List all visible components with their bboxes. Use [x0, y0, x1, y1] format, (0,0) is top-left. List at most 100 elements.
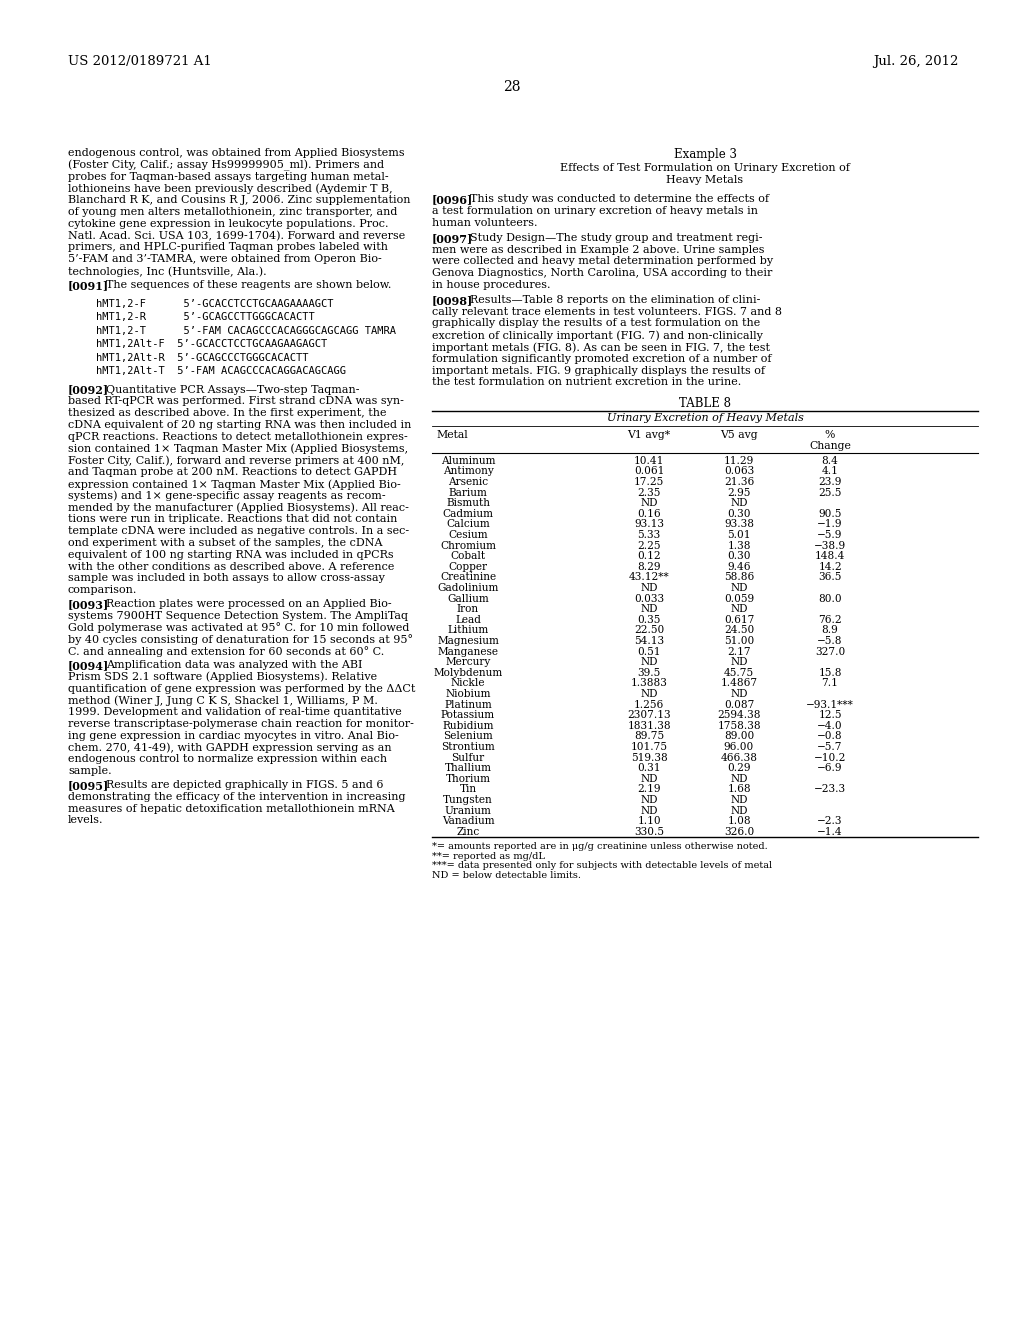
Text: Uranium: Uranium: [444, 805, 492, 816]
Text: Niobium: Niobium: [445, 689, 490, 700]
Text: −4.0: −4.0: [817, 721, 843, 731]
Text: ND: ND: [640, 805, 657, 816]
Text: ND: ND: [730, 689, 748, 700]
Text: based RT-qPCR was performed. First strand cDNA was syn-: based RT-qPCR was performed. First stran…: [68, 396, 403, 407]
Text: 1.68: 1.68: [727, 784, 751, 795]
Text: a test formulation on urinary excretion of heavy metals in: a test formulation on urinary excretion …: [432, 206, 758, 216]
Text: 327.0: 327.0: [815, 647, 845, 656]
Text: quantification of gene expression was performed by the ΔΔCt: quantification of gene expression was pe…: [68, 684, 416, 693]
Text: The sequences of these reagents are shown below.: The sequences of these reagents are show…: [106, 280, 391, 290]
Text: V5 avg: V5 avg: [720, 430, 758, 440]
Text: thesized as described above. In the first experiment, the: thesized as described above. In the firs…: [68, 408, 386, 418]
Text: Natl. Acad. Sci. USA 103, 1699-1704). Forward and reverse: Natl. Acad. Sci. USA 103, 1699-1704). Fo…: [68, 231, 406, 242]
Text: Gadolinium: Gadolinium: [437, 583, 499, 593]
Text: expression contained 1× Taqman Master Mix (Applied Bio-: expression contained 1× Taqman Master Mi…: [68, 479, 400, 490]
Text: −5.8: −5.8: [817, 636, 843, 645]
Text: 466.38: 466.38: [721, 752, 758, 763]
Text: 90.5: 90.5: [818, 508, 842, 519]
Text: −1.4: −1.4: [817, 826, 843, 837]
Text: [0094]: [0094]: [68, 660, 110, 671]
Text: Antimony: Antimony: [442, 466, 494, 477]
Text: 0.617: 0.617: [724, 615, 755, 624]
Text: hMT1,2-F      5’-GCACCTCCTGCAAGAAAAGCT: hMT1,2-F 5’-GCACCTCCTGCAAGAAAAGCT: [96, 298, 334, 309]
Text: equivalent of 100 ng starting RNA was included in qPCRs: equivalent of 100 ng starting RNA was in…: [68, 550, 393, 560]
Text: systems 7900HT Sequence Detection System. The AmpliTaq: systems 7900HT Sequence Detection System…: [68, 611, 408, 620]
Text: Results—Table 8 reports on the elimination of clini-: Results—Table 8 reports on the eliminati…: [470, 294, 761, 305]
Text: ***= data presented only for subjects with detectable levels of metal: ***= data presented only for subjects wi…: [432, 862, 772, 870]
Text: 2.95: 2.95: [727, 487, 751, 498]
Text: ND: ND: [640, 498, 657, 508]
Text: Blanchard R K, and Cousins R J, 2006. Zinc supplementation: Blanchard R K, and Cousins R J, 2006. Zi…: [68, 195, 411, 205]
Text: **= reported as mg/dL: **= reported as mg/dL: [432, 851, 545, 861]
Text: measures of hepatic detoxification metallothionein mRNA: measures of hepatic detoxification metal…: [68, 804, 394, 813]
Text: 1.256: 1.256: [634, 700, 665, 710]
Text: Study Design—The study group and treatment regi-: Study Design—The study group and treatme…: [470, 232, 763, 243]
Text: with the other conditions as described above. A reference: with the other conditions as described a…: [68, 561, 394, 572]
Text: Molybdenum: Molybdenum: [433, 668, 503, 677]
Text: Results are depicted graphically in FIGS. 5 and 6: Results are depicted graphically in FIGS…: [106, 780, 384, 789]
Text: sion contained 1× Taqman Master Mix (Applied Biosystems,: sion contained 1× Taqman Master Mix (App…: [68, 444, 409, 454]
Text: Manganese: Manganese: [437, 647, 499, 656]
Text: 96.00: 96.00: [724, 742, 754, 752]
Text: systems) and 1× gene-specific assay reagents as recom-: systems) and 1× gene-specific assay reag…: [68, 491, 386, 502]
Text: hMT1,2-R      5’-GCAGCCTTGGGCACACTT: hMT1,2-R 5’-GCAGCCTTGGGCACACTT: [96, 312, 314, 322]
Text: Effects of Test Formulation on Urinary Excretion of: Effects of Test Formulation on Urinary E…: [560, 162, 850, 173]
Text: 45.75: 45.75: [724, 668, 754, 677]
Text: 12.5: 12.5: [818, 710, 842, 721]
Text: 0.16: 0.16: [637, 508, 660, 519]
Text: 9.46: 9.46: [727, 562, 751, 572]
Text: Potassium: Potassium: [441, 710, 495, 721]
Text: method (Winer J, Jung C K S, Shackel 1, Williams, P M.: method (Winer J, Jung C K S, Shackel 1, …: [68, 696, 378, 706]
Text: ND: ND: [640, 795, 657, 805]
Text: −5.7: −5.7: [817, 742, 843, 752]
Text: 1.3883: 1.3883: [631, 678, 668, 689]
Text: Lead: Lead: [455, 615, 481, 624]
Text: Creatinine: Creatinine: [440, 573, 496, 582]
Text: cytokine gene expression in leukocyte populations. Proc.: cytokine gene expression in leukocyte po…: [68, 219, 388, 228]
Text: Amplification data was analyzed with the ABI: Amplification data was analyzed with the…: [106, 660, 362, 671]
Text: 93.13: 93.13: [634, 519, 664, 529]
Text: 22.50: 22.50: [634, 626, 665, 635]
Text: important metals (FIG. 8). As can be seen in FIG. 7, the test: important metals (FIG. 8). As can be see…: [432, 342, 770, 352]
Text: hMT1,2-T      5’-FAM CACAGCCCACAGGGCAGCAGG TAMRA: hMT1,2-T 5’-FAM CACAGCCCACAGGGCAGCAGG TA…: [96, 326, 396, 335]
Text: probes for Taqman-based assays targeting human metal-: probes for Taqman-based assays targeting…: [68, 172, 389, 182]
Text: 21.36: 21.36: [724, 477, 754, 487]
Text: *= amounts reported are in μg/g creatinine unless otherwise noted.: *= amounts reported are in μg/g creatini…: [432, 842, 768, 851]
Text: 330.5: 330.5: [634, 826, 664, 837]
Text: −93.1***: −93.1***: [806, 700, 854, 710]
Text: −10.2: −10.2: [814, 752, 846, 763]
Text: ND: ND: [730, 795, 748, 805]
Text: levels.: levels.: [68, 816, 103, 825]
Text: sample.: sample.: [68, 766, 112, 776]
Text: 8.29: 8.29: [637, 562, 660, 572]
Text: 51.00: 51.00: [724, 636, 754, 645]
Text: 10.41: 10.41: [634, 455, 665, 466]
Text: Reaction plates were processed on an Applied Bio-: Reaction plates were processed on an App…: [106, 599, 391, 609]
Text: Aluminum: Aluminum: [440, 455, 496, 466]
Text: in house procedures.: in house procedures.: [432, 280, 551, 290]
Text: qPCR reactions. Reactions to detect metallothionein expres-: qPCR reactions. Reactions to detect meta…: [68, 432, 408, 442]
Text: formulation significantly promoted excretion of a number of: formulation significantly promoted excre…: [432, 354, 771, 364]
Text: endogenous control to normalize expression within each: endogenous control to normalize expressi…: [68, 755, 387, 764]
Text: Platinum: Platinum: [444, 700, 492, 710]
Text: Lithium: Lithium: [447, 626, 488, 635]
Text: −0.8: −0.8: [817, 731, 843, 742]
Text: 0.35: 0.35: [637, 615, 660, 624]
Text: ND = below detectable limits.: ND = below detectable limits.: [432, 871, 581, 880]
Text: 17.25: 17.25: [634, 477, 665, 487]
Text: Foster City, Calif.), forward and reverse primers at 400 nM,: Foster City, Calif.), forward and revers…: [68, 455, 404, 466]
Text: 5’-FAM and 3’-TAMRA, were obtained from Operon Bio-: 5’-FAM and 3’-TAMRA, were obtained from …: [68, 255, 382, 264]
Text: 0.12: 0.12: [637, 552, 660, 561]
Text: Urinary Excretion of Heavy Metals: Urinary Excretion of Heavy Metals: [606, 413, 804, 424]
Text: and Taqman probe at 200 nM. Reactions to detect GAPDH: and Taqman probe at 200 nM. Reactions to…: [68, 467, 397, 478]
Text: 80.0: 80.0: [818, 594, 842, 603]
Text: [0096]: [0096]: [432, 194, 473, 206]
Text: ND: ND: [730, 805, 748, 816]
Text: human volunteers.: human volunteers.: [432, 218, 538, 228]
Text: 2.19: 2.19: [637, 784, 660, 795]
Text: Zinc: Zinc: [457, 826, 479, 837]
Text: Prism SDS 2.1 software (Applied Biosystems). Relative: Prism SDS 2.1 software (Applied Biosyste…: [68, 672, 377, 682]
Text: 11.29: 11.29: [724, 455, 754, 466]
Text: endogenous control, was obtained from Applied Biosystems: endogenous control, was obtained from Ap…: [68, 148, 404, 158]
Text: 1.10: 1.10: [637, 816, 660, 826]
